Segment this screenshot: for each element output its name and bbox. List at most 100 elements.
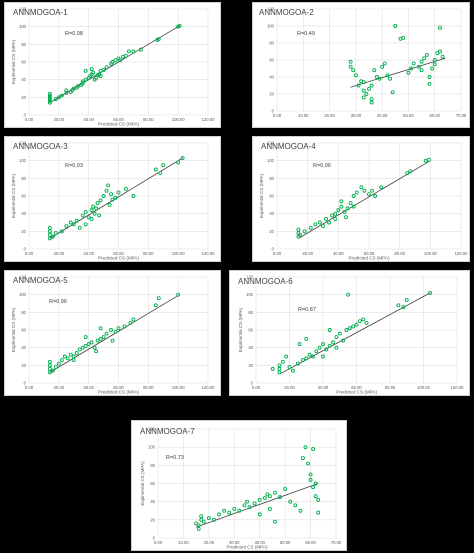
data-point	[196, 523, 201, 528]
data-point	[344, 328, 349, 332]
data-point	[416, 64, 421, 69]
y-tick-label: 100	[267, 24, 275, 29]
data-point	[47, 97, 52, 102]
x-tick-label: 20.00	[54, 251, 65, 256]
data-point	[316, 497, 321, 502]
data-point	[334, 345, 339, 350]
data-point	[71, 354, 76, 359]
data-point	[321, 342, 325, 347]
data-point	[86, 215, 91, 220]
data-point	[324, 217, 329, 221]
r-value-label: R=0.96	[313, 163, 331, 169]
data-point	[411, 61, 416, 66]
data-point	[277, 366, 282, 371]
y-tick-label: 40	[21, 77, 26, 82]
y-axis-title: Expimental CS (MPA)	[11, 307, 16, 352]
data-point	[47, 91, 52, 96]
y-axis-title: Expimental CS (MPA)	[140, 461, 145, 506]
data-point	[382, 61, 387, 66]
trendline	[49, 157, 183, 239]
data-point	[92, 211, 97, 216]
x-tick-label: 40.00	[83, 117, 94, 122]
x-tick-label: 40.00	[254, 540, 265, 545]
chart-title: ANNMOGOA-6	[238, 277, 293, 286]
data-point	[161, 163, 166, 168]
y-tick-label: 0	[24, 247, 27, 252]
data-point	[156, 296, 161, 301]
y-tick-label: 80	[248, 310, 253, 315]
data-point	[313, 222, 318, 227]
data-point	[298, 232, 302, 237]
data-point	[380, 64, 385, 69]
scatter-plot-svg: 0 20 40 60 80 100 120 0.00 20.00 40.00 60.00 80.00 1…	[11, 141, 215, 261]
data-point	[89, 67, 94, 72]
x-tick-label: 50.00	[280, 540, 291, 545]
y-tick-label: 100	[19, 24, 27, 29]
data-point	[68, 352, 73, 357]
data-point	[419, 68, 424, 73]
data-point	[337, 331, 342, 336]
scatter-plot-svg: 0 20 40 60 80 100 120 0.00 10.00 20.00 30.00 40.00 5…	[140, 427, 342, 550]
chart-panel-5: 0 20 40 60 80 100 120 0.00 20.00 40.00 60.00 80.00 1…	[4, 270, 221, 396]
data-point	[252, 501, 257, 506]
y-axis-title: Expimental CS (MPA)	[11, 39, 16, 84]
data-point	[419, 59, 424, 64]
data-point	[353, 73, 358, 78]
data-point	[71, 222, 76, 227]
x-tick-label: 60.00	[305, 540, 316, 545]
scatter-plot-svg: 0 20 40 60 80 100 120 0.00 20.00 40.00 60.00 80.00 1…	[259, 141, 468, 261]
y-tick-label: 40	[150, 499, 155, 504]
data-point	[91, 70, 96, 75]
y-tick-label: 100	[267, 158, 275, 163]
chart-title: ANNMOGOA-5	[13, 276, 68, 285]
data-point	[267, 506, 272, 511]
data-point	[83, 68, 88, 73]
x-tick-label: 30.00	[351, 113, 362, 118]
x-tick-label: 80.00	[143, 251, 154, 256]
data-point	[300, 358, 305, 362]
x-axis-title: Predicted CS (MPA)	[336, 390, 377, 395]
y-tick-label: 60	[21, 194, 26, 199]
data-point	[64, 224, 69, 228]
data-point	[406, 70, 411, 75]
data-point	[438, 49, 442, 54]
y-tick-label: 20	[21, 363, 26, 368]
data-point	[126, 49, 131, 54]
data-point	[53, 97, 58, 102]
data-point	[408, 169, 413, 174]
x-tick-label: 60.00	[364, 251, 375, 256]
data-point	[50, 234, 55, 239]
data-point	[334, 335, 339, 340]
data-point	[440, 54, 445, 59]
data-point	[56, 95, 61, 100]
data-point	[83, 343, 88, 348]
y-tick-label: 80	[21, 42, 26, 47]
x-axis-title: Predicted CS (MPA)	[226, 545, 267, 550]
y-tick-label: 20	[269, 229, 274, 234]
data-point	[257, 512, 262, 517]
y-tick-label: 40	[21, 345, 26, 350]
x-tick-label: 70.00	[456, 113, 467, 118]
data-point	[362, 188, 367, 193]
data-point	[339, 199, 344, 204]
data-point	[351, 324, 356, 329]
data-point	[59, 229, 64, 234]
data-point	[303, 445, 308, 450]
data-point	[68, 220, 73, 225]
data-point	[287, 365, 292, 370]
data-point	[359, 185, 364, 190]
data-point	[245, 499, 249, 504]
data-point	[313, 481, 318, 486]
y-tick-label: 60	[269, 58, 274, 63]
data-point	[104, 331, 109, 336]
data-point	[273, 519, 277, 524]
y-tick-label: 120	[148, 427, 156, 432]
data-point	[297, 342, 302, 347]
data-point	[113, 329, 118, 334]
data-point	[284, 354, 289, 359]
data-point	[113, 58, 118, 63]
x-tick-label: 0.00	[273, 251, 282, 256]
data-point	[330, 213, 335, 218]
x-tick-label: 0.00	[252, 385, 261, 390]
data-point	[47, 232, 52, 237]
